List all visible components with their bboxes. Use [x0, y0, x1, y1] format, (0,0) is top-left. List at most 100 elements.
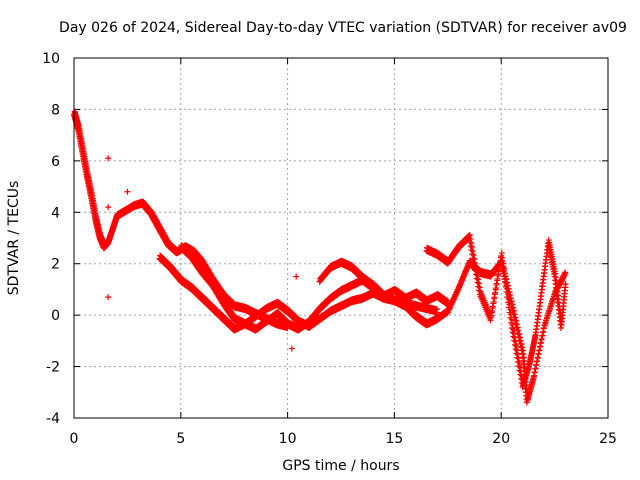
data-point: [512, 338, 519, 345]
data-point: [514, 351, 521, 358]
data-point: [562, 271, 569, 277]
data-point: [531, 369, 538, 376]
y-tick-label: 8: [51, 102, 60, 118]
data-point: [536, 347, 543, 354]
x-axis-label: GPS time / hours: [282, 458, 399, 474]
data-point: [496, 262, 503, 269]
data-point: [532, 365, 539, 372]
x-tick-label: 20: [492, 431, 510, 447]
y-tick-label: 4: [51, 205, 60, 221]
plot-frame: [73, 57, 609, 419]
data-point: [517, 368, 524, 375]
data-point: [469, 244, 476, 251]
data-point: [511, 334, 518, 341]
data-point: [494, 275, 501, 282]
data-point: [518, 341, 525, 348]
data-point: [495, 271, 502, 278]
data-point: [474, 272, 481, 279]
data-point: [517, 364, 524, 371]
data-point: [515, 327, 522, 334]
y-tick-labels: -4 -2 0 2 4 6 8 10: [42, 51, 60, 427]
data-point: [493, 280, 500, 287]
data-point: [531, 372, 538, 379]
data-point: [293, 273, 300, 280]
data-point: [537, 343, 544, 350]
data-point: [124, 188, 131, 195]
data-point: [530, 376, 537, 383]
y-tick-label: -4: [46, 411, 60, 427]
data-point: [490, 298, 497, 305]
data-point: [472, 260, 479, 267]
data-point: [517, 371, 524, 378]
data-point: [513, 343, 520, 350]
data-point: [511, 307, 518, 314]
data-point: [475, 280, 482, 287]
data-point: [514, 324, 521, 331]
data-point: [508, 298, 515, 305]
data-point: [505, 296, 512, 303]
axis-ticks: [73, 57, 609, 419]
data-point: [508, 316, 515, 323]
data-point: [539, 332, 546, 339]
data-point: [475, 276, 482, 283]
y-tick-label: 0: [51, 308, 60, 324]
data-point: [511, 330, 518, 337]
data-point: [510, 326, 517, 333]
data-point: [487, 317, 494, 324]
data-point: [473, 268, 480, 275]
data-point: [469, 248, 476, 255]
y-tick-label: 6: [51, 154, 60, 170]
data-point: [562, 281, 569, 288]
data-points: [71, 108, 569, 406]
data-point: [508, 325, 515, 331]
data-point: [537, 339, 544, 346]
data-point: [513, 317, 520, 324]
series-track-b: [156, 252, 441, 334]
data-point: [514, 354, 521, 361]
data-point: [501, 270, 508, 277]
data-point: [495, 266, 502, 273]
series-outliers: [105, 155, 300, 352]
data-point: [105, 155, 112, 162]
data-point: [516, 331, 523, 338]
x-tick-label: 5: [176, 431, 185, 447]
data-point: [507, 306, 514, 313]
y-tick-label: 10: [42, 51, 60, 67]
data-point: [492, 289, 499, 296]
data-point: [534, 358, 541, 365]
x-tick-label: 0: [70, 431, 79, 447]
series-track-e: [423, 231, 569, 391]
y-tick-label: -2: [46, 360, 60, 376]
data-point: [501, 265, 508, 272]
data-point: [468, 239, 475, 246]
data-point: [512, 346, 519, 353]
data-point: [105, 204, 112, 211]
data-point: [514, 321, 521, 328]
data-point: [509, 321, 516, 328]
data-point: [492, 285, 499, 292]
data-point: [534, 354, 541, 361]
data-point: [288, 345, 295, 352]
chart-title: Day 026 of 2024, Sidereal Day-to-day VTE…: [59, 20, 627, 36]
y-tick-label: 2: [51, 257, 60, 273]
data-point: [514, 358, 521, 365]
x-tick-labels: 0 5 10 15 20 25: [70, 431, 617, 447]
data-point: [516, 359, 523, 366]
data-point: [489, 308, 496, 315]
data-point: [470, 252, 477, 259]
data-point: [535, 350, 542, 357]
data-point: [491, 294, 498, 301]
y-axis-label: SDTVAR / TECUs: [6, 181, 22, 296]
data-point: [500, 260, 507, 267]
data-point: [504, 285, 511, 292]
data-point: [502, 275, 509, 282]
data-point: [471, 256, 478, 263]
data-point: [489, 303, 496, 310]
data-point: [105, 294, 112, 301]
data-point: [519, 344, 526, 351]
data-point: [512, 314, 519, 321]
x-tick-label: 15: [385, 431, 403, 447]
data-point: [538, 336, 545, 343]
data-point: [467, 235, 474, 242]
